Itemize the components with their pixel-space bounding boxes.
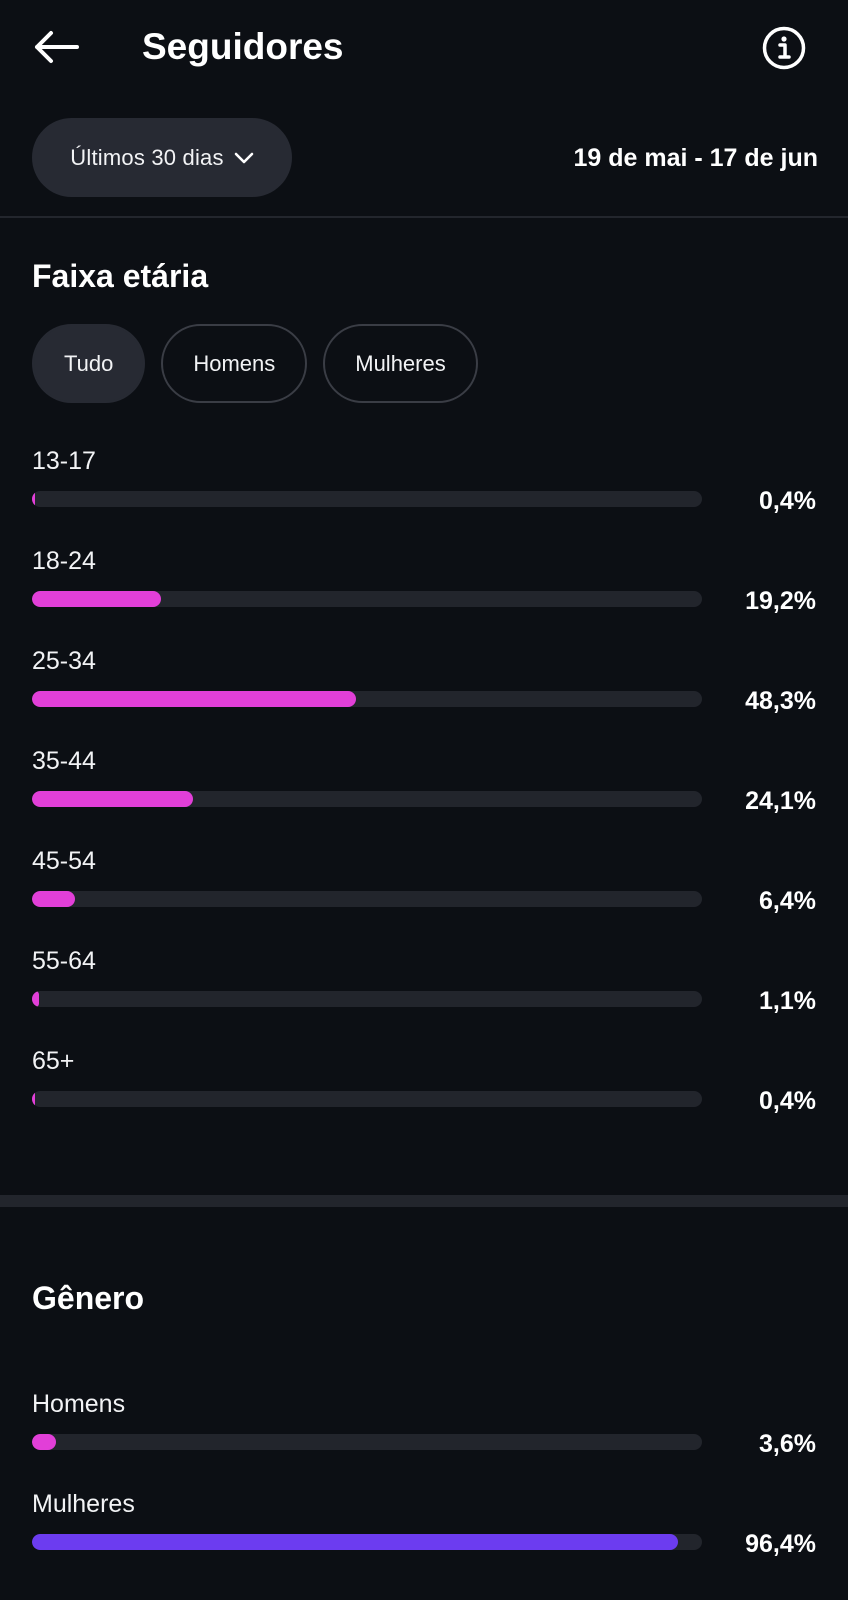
period-row: Últimos 30 dias 19 de mai - 17 de jun [0, 118, 848, 198]
age-label: 45-54 [32, 847, 96, 875]
age-row-65-plus: 65+ 0,4% [0, 1044, 848, 1140]
age-label: 25-34 [32, 647, 96, 675]
age-value: 0,4% [759, 487, 816, 515]
divider [0, 216, 848, 218]
age-row-18-24: 18-24 19,2% [0, 544, 848, 640]
info-icon [762, 26, 806, 70]
age-value: 19,2% [745, 587, 816, 615]
bar-track [32, 991, 702, 1007]
period-dropdown[interactable]: Últimos 30 dias [32, 118, 292, 197]
age-filter-chips: Tudo Homens Mulheres [32, 324, 478, 404]
gender-label: Homens [32, 1390, 126, 1418]
bar-track [32, 491, 702, 507]
age-value: 48,3% [745, 687, 816, 715]
bar-track [32, 1534, 702, 1550]
bar-fill [32, 991, 40, 1007]
filter-chip-tudo[interactable]: Tudo [32, 324, 146, 403]
bar-track [32, 591, 702, 607]
age-value: 6,4% [759, 887, 816, 915]
age-section-title: Faixa etária [32, 258, 209, 294]
gender-value: 3,6% [759, 1430, 816, 1458]
bar-track [32, 1434, 702, 1450]
bar-fill [32, 591, 161, 607]
arrow-left-icon [35, 31, 79, 63]
filter-chip-mulheres[interactable]: Mulheres [323, 324, 478, 403]
age-value: 24,1% [745, 787, 816, 815]
date-range: 19 de mai - 17 de jun [573, 144, 818, 172]
bar-track [32, 1091, 702, 1107]
bar-fill [32, 691, 356, 707]
bar-track [32, 791, 702, 807]
age-row-45-54: 45-54 6,4% [0, 844, 848, 940]
bar-fill [32, 791, 194, 807]
gender-row-homens: Homens 3,6% [0, 1387, 848, 1483]
bar-fill [32, 491, 35, 507]
age-label: 13-17 [32, 447, 96, 475]
age-value: 0,4% [759, 1087, 816, 1115]
bar-track [32, 691, 702, 707]
info-button[interactable] [760, 24, 808, 72]
chevron-down-icon [234, 152, 253, 163]
age-row-25-34: 25-34 48,3% [0, 644, 848, 740]
age-label: 55-64 [32, 947, 96, 975]
page-title: Seguidores [142, 26, 344, 67]
age-label: 35-44 [32, 747, 96, 775]
age-row-55-64: 55-64 1,1% [0, 944, 848, 1040]
bar-fill [32, 1434, 57, 1450]
back-button[interactable] [28, 22, 84, 72]
age-label: 65+ [32, 1047, 75, 1075]
bar-fill [32, 1534, 678, 1550]
bar-fill [32, 1091, 35, 1107]
age-row-35-44: 35-44 24,1% [0, 744, 848, 840]
bar-fill [32, 891, 75, 907]
gender-section-title: Gênero [32, 1280, 145, 1316]
age-label: 18-24 [32, 547, 96, 575]
bar-track [32, 891, 702, 907]
age-row-13-17: 13-17 0,4% [0, 444, 848, 540]
period-dropdown-label: Últimos 30 dias [70, 144, 224, 170]
filter-chip-homens[interactable]: Homens [161, 324, 308, 403]
app-header: Seguidores [0, 0, 848, 95]
gender-value: 96,4% [745, 1530, 816, 1558]
gender-label: Mulheres [32, 1490, 135, 1518]
gender-row-mulheres: Mulheres 96,4% [0, 1487, 848, 1583]
age-value: 1,1% [759, 987, 816, 1015]
section-divider [0, 1195, 848, 1207]
